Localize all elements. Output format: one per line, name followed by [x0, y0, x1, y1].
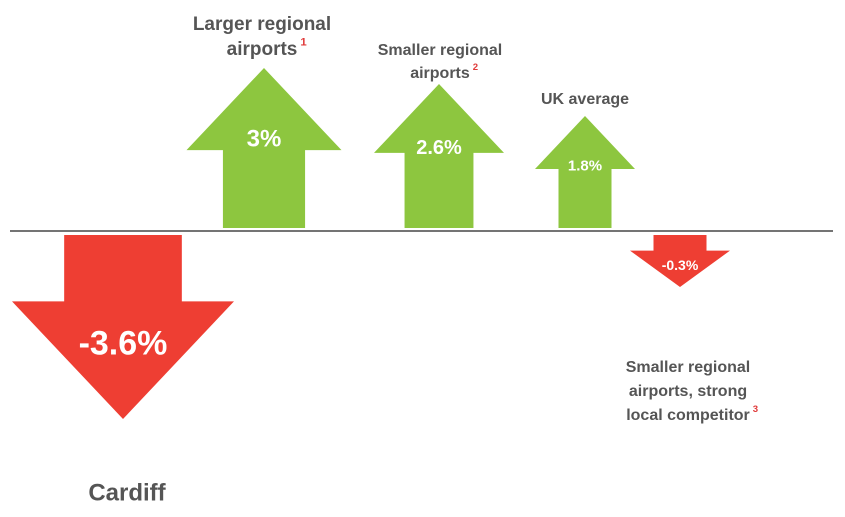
- value-label: -3.6%: [79, 324, 168, 362]
- value-label: 2.6%: [416, 137, 462, 159]
- footnote-mark: 3: [753, 404, 758, 415]
- value-label: -0.3%: [662, 257, 699, 273]
- value-label: 3%: [247, 125, 282, 152]
- arrow: [535, 116, 635, 228]
- arrow: [186, 68, 342, 228]
- category-label: local competitor: [626, 407, 750, 424]
- category-label: Larger regional: [193, 14, 331, 35]
- footnote-mark: 2: [473, 62, 478, 73]
- category-label: airports: [410, 65, 470, 82]
- category-label: UK average: [541, 91, 629, 108]
- arrow: [12, 235, 234, 419]
- arrow: [374, 84, 504, 228]
- category-label: Smaller regional: [378, 42, 503, 59]
- category-label: airports, strong: [629, 383, 747, 400]
- category-label: Cardiff: [88, 479, 166, 506]
- arrow: [630, 235, 730, 287]
- category-label: Smaller regional: [626, 359, 751, 376]
- category-label: airports: [227, 39, 298, 60]
- footnote-mark: 1: [300, 36, 307, 48]
- value-label: 1.8%: [568, 157, 602, 174]
